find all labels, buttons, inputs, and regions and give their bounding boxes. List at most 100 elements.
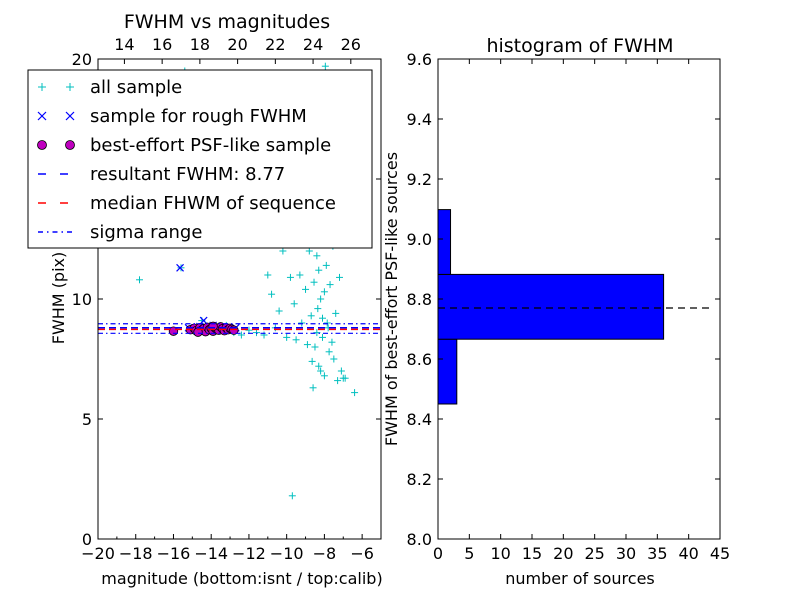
all-sample-point — [309, 384, 317, 392]
legend-label: best-effort PSF-like sample — [90, 135, 331, 156]
histogram-bar — [437, 273, 665, 340]
legend-label: sample for rough FWHM — [90, 106, 307, 127]
legend-entry: all sample — [38, 77, 182, 98]
all-sample-point — [314, 305, 322, 313]
all-sample-point — [268, 290, 276, 298]
right-x-tick-label: 0 — [433, 544, 443, 563]
all-sample-point — [317, 367, 325, 375]
all-sample-point — [286, 273, 294, 281]
left-legend: all sample sample for rough FWHM best-effo… — [27, 69, 373, 249]
right-x-tick-label: 40 — [678, 544, 698, 563]
left-x-tick-label: −14 — [194, 544, 228, 563]
left-y-tick-label: 20 — [72, 50, 92, 69]
right-y-tick-label: 9.4 — [407, 110, 432, 129]
all-sample-point — [325, 348, 333, 356]
legend-label: resultant FWHM: 8.77 — [90, 164, 285, 185]
right-x-tick-label: 5 — [464, 544, 474, 563]
right-x-tick-label: 35 — [647, 544, 667, 563]
all-sample-point — [321, 62, 329, 70]
left-x-axis-label: magnitude (bottom:isnt / top:calib) — [101, 569, 382, 588]
right-chart-title: histogram of FWHM — [486, 35, 673, 57]
histogram-bar — [437, 209, 452, 275]
all-sample-point — [308, 357, 316, 365]
legend-entry: resultant FWHM: 8.77 — [38, 164, 285, 185]
right-y-tick-label: 8.4 — [407, 410, 432, 429]
all-sample-point — [319, 333, 327, 341]
right-x-axis-label: number of sources — [505, 569, 655, 588]
left-top-tick-label: 24 — [303, 35, 323, 54]
histogram-bar — [437, 338, 458, 405]
all-sample-point — [298, 319, 306, 327]
legend-label: sigma range — [90, 222, 202, 243]
right-x-tick-labels: 0 5 10 15 20 25 30 35 40 45 — [433, 544, 730, 563]
all-sample-point — [351, 389, 359, 397]
left-x-tick-label: −20 — [81, 544, 115, 563]
right-x-tick-label: 20 — [553, 544, 573, 563]
all-sample-point — [330, 355, 338, 363]
all-sample-point — [310, 278, 318, 286]
all-sample-point — [290, 300, 298, 308]
right-y-tick-label: 8.8 — [407, 290, 432, 309]
right-panel: histogram of FWHM 0 5 10 15 20 25 30 35 40 45 8.0… — [382, 35, 730, 588]
all-sample-point — [335, 273, 343, 281]
left-y-tick-label: 10 — [72, 290, 92, 309]
legend-label: median FHWM of sequence — [90, 193, 336, 214]
right-y-tick-label: 9.0 — [407, 230, 432, 249]
left-x-tick-label: −6 — [350, 544, 374, 563]
right-x-tick-label: 10 — [490, 544, 510, 563]
left-top-tick-label: 20 — [227, 35, 247, 54]
left-x-tick-labels: −20 −18 −16 −14 −12 −10 −8 −6 — [81, 544, 374, 563]
all-sample-point — [288, 492, 296, 500]
left-x-tick-label: −8 — [313, 544, 337, 563]
all-sample-point — [307, 312, 315, 320]
all-sample-point — [177, 264, 185, 272]
rough-sample-point — [176, 263, 184, 272]
right-y-axis-label: FWHM of best-effort PSF-like sources — [382, 152, 401, 446]
left-x-tick-label: −12 — [232, 544, 266, 563]
all-sample-point — [341, 374, 349, 382]
all-sample-point — [311, 343, 319, 351]
left-x-tick-label: −10 — [270, 544, 304, 563]
legend-label: all sample — [90, 77, 182, 98]
left-x-tick-label: −18 — [119, 544, 153, 563]
all-sample-point — [320, 372, 328, 380]
left-top-tick-label: 22 — [265, 35, 285, 54]
all-sample-point — [323, 319, 331, 327]
all-sample-point — [283, 333, 291, 341]
all-sample-point — [319, 314, 327, 322]
right-y-tick-label: 9.2 — [407, 170, 432, 189]
all-sample-point — [334, 377, 342, 385]
legend-entry: sigma range — [38, 222, 202, 243]
all-sample-point — [264, 271, 272, 279]
all-sample-point — [313, 329, 321, 337]
all-sample-point — [332, 309, 340, 317]
right-plot-area — [437, 58, 721, 540]
right-y-tick-labels: 8.0 8.2 8.4 8.6 8.8 9.0 9.2 9.4 9.6 — [407, 50, 432, 549]
legend-entry: best-effort PSF-like sample — [37, 135, 331, 156]
all-sample-point — [279, 247, 287, 255]
legend-entry: median FHWM of sequence — [38, 193, 336, 214]
left-y-axis-label: FWHM (pix) — [49, 252, 68, 345]
right-y-tick-label: 8.0 — [407, 530, 432, 549]
all-sample-point — [275, 307, 283, 315]
all-sample-point — [328, 338, 336, 346]
left-top-tick-label: 14 — [114, 35, 134, 54]
all-sample-point — [322, 261, 330, 269]
right-y-tick-label: 9.6 — [407, 50, 432, 69]
all-sample-point — [305, 247, 313, 255]
all-sample-point — [292, 336, 300, 344]
right-x-tick-label: 15 — [522, 544, 542, 563]
all-sample-point — [315, 266, 323, 274]
right-x-tick-label: 45 — [710, 544, 730, 563]
left-top-tick-label: 18 — [190, 35, 210, 54]
all-sample-point — [136, 276, 144, 284]
left-x-tick-label: −16 — [157, 544, 191, 563]
all-sample-point — [260, 331, 268, 339]
right-y-tick-label: 8.6 — [407, 350, 432, 369]
all-sample-point — [326, 281, 334, 289]
left-panel: FWHM vs magnitudes −20 −18 −16 −14 −12 −10 −8−… — [27, 11, 383, 588]
all-sample-point — [245, 326, 253, 334]
right-x-tick-label: 30 — [616, 544, 636, 563]
all-sample-point — [296, 271, 304, 279]
